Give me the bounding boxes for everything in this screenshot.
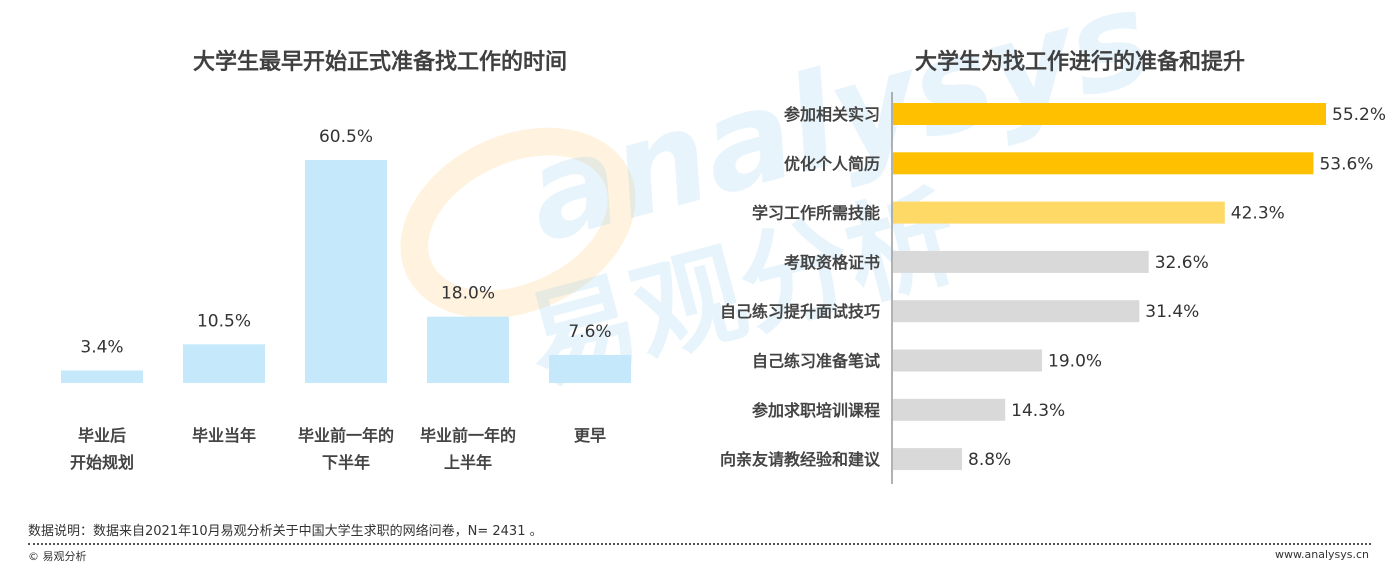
category-label: 更早	[574, 426, 606, 445]
bar	[893, 300, 1140, 323]
data-label: 42.3%	[1231, 204, 1285, 224]
right-bar-chart: 参加相关实习 55.2% 优化个人简历 53.6% 学习工作所需技能 42.3% 考取资格证…	[720, 92, 1386, 484]
data-label: 8.8%	[968, 450, 1011, 470]
category-label: 学习工作所需技能	[752, 204, 880, 223]
category-label: 参加相关实习	[784, 105, 880, 124]
category-label: 开始规划	[70, 453, 134, 472]
data-label: 60.5%	[319, 127, 373, 147]
bar	[893, 103, 1326, 125]
bar	[549, 354, 631, 383]
data-label: 32.6%	[1155, 253, 1209, 273]
right-chart-title: 大学生为找工作进行的准备和提升	[914, 50, 1245, 75]
bar	[893, 398, 1006, 421]
category-label: 上半年	[444, 453, 492, 472]
data-label: 55.2%	[1332, 105, 1386, 125]
copyright-text: © 易观分析	[28, 550, 87, 563]
bar	[893, 152, 1314, 175]
left-chart-title: 大学生最早开始正式准备找工作的时间	[192, 50, 567, 75]
category-label: 参加求职培训课程	[752, 401, 880, 420]
bar	[893, 201, 1225, 224]
bar	[893, 349, 1043, 372]
data-label: 18.0%	[441, 284, 495, 304]
category-label: 毕业当年	[192, 426, 256, 445]
footer-divider	[28, 543, 1371, 545]
category-label: 自己练习准备笔试	[752, 352, 880, 371]
category-label: 自己练习提升面试技巧	[720, 302, 880, 321]
bar	[893, 250, 1149, 273]
bar	[427, 316, 509, 383]
data-label: 3.4%	[80, 337, 123, 357]
category-label: 优化个人简历	[784, 154, 880, 173]
website-link[interactable]: www.analysys.cn	[1275, 548, 1369, 561]
bar	[61, 370, 143, 383]
category-label: 向亲友请教经验和建议	[720, 450, 881, 469]
left-bar-chart: 3.4%毕业后开始规划10.5%毕业当年60.5%毕业前一年的下半年18.0%毕…	[61, 127, 631, 472]
data-source-note: 数据说明：数据来自2021年10月易观分析关于中国大学生求职的网络问卷，N= 2…	[28, 524, 543, 539]
data-label: 10.5%	[197, 311, 251, 331]
bar	[305, 160, 387, 383]
data-label: 53.6%	[1319, 154, 1373, 174]
bar	[183, 344, 265, 383]
bar	[893, 448, 963, 471]
category-label: 下半年	[322, 453, 370, 472]
data-label: 7.6%	[568, 322, 611, 342]
category-label: 毕业前一年的	[420, 426, 516, 445]
data-label: 19.0%	[1048, 352, 1102, 372]
category-label: 毕业后	[78, 426, 126, 445]
data-label: 14.3%	[1011, 401, 1065, 421]
category-label: 毕业前一年的	[298, 426, 394, 445]
category-label: 考取资格证书	[784, 253, 880, 272]
data-label: 31.4%	[1145, 302, 1199, 322]
